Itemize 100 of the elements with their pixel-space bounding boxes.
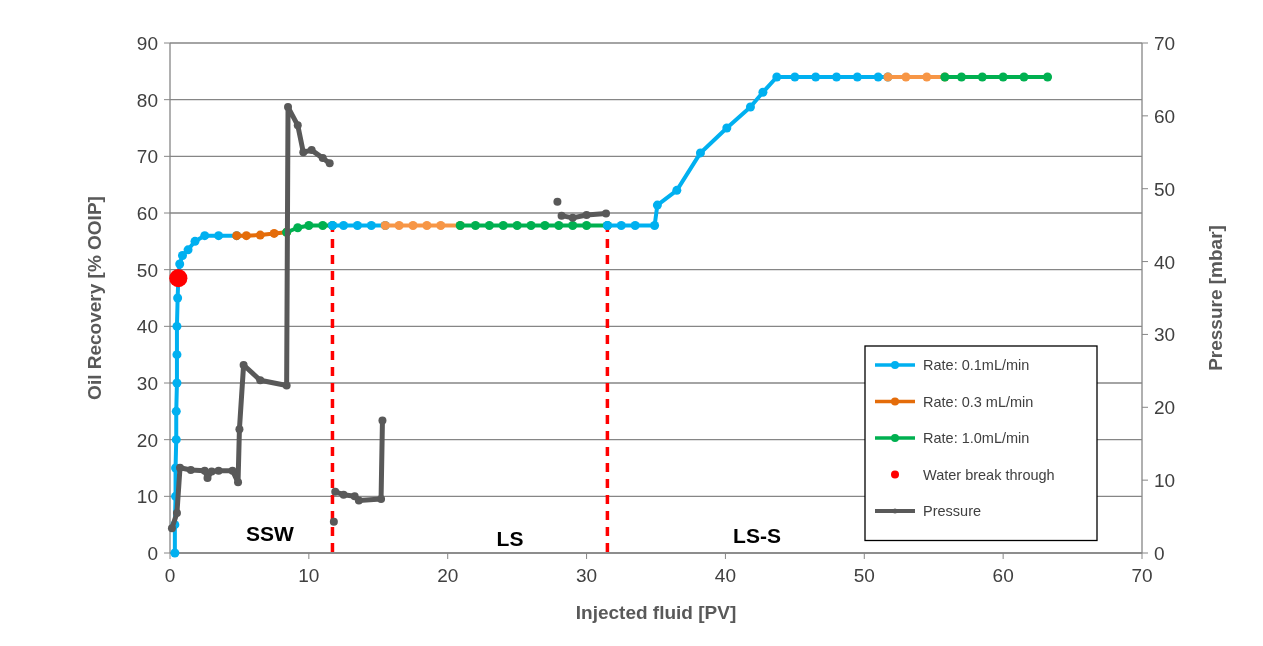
x-tick-label: 20 xyxy=(437,565,459,586)
point xyxy=(540,220,550,230)
y2-tick-label: 70 xyxy=(1154,33,1176,54)
point xyxy=(998,72,1008,82)
x-tick-label: 50 xyxy=(853,565,875,586)
point xyxy=(200,466,209,475)
point xyxy=(176,463,184,472)
point xyxy=(304,220,314,230)
x-axis-title: Injected fluid [PV] xyxy=(575,602,737,623)
point xyxy=(470,220,480,230)
point xyxy=(553,197,562,206)
y2-tick-label: 60 xyxy=(1154,105,1176,127)
point xyxy=(241,231,251,241)
point xyxy=(339,490,348,499)
point xyxy=(630,220,640,230)
point xyxy=(422,220,432,230)
point xyxy=(178,251,187,260)
y2-tick-label: 20 xyxy=(1154,397,1176,419)
annotation: SSW xyxy=(246,522,295,545)
point xyxy=(377,495,386,504)
point xyxy=(811,72,821,82)
y-tick-label: 40 xyxy=(136,316,158,338)
x-tick-label: 60 xyxy=(992,565,1014,586)
x-tick-label: 10 xyxy=(298,565,320,586)
point xyxy=(512,220,522,230)
point xyxy=(901,72,911,82)
point xyxy=(207,467,216,476)
point xyxy=(200,231,210,241)
legend-label: Rate: 1.0mL/min xyxy=(923,430,1030,446)
point xyxy=(436,220,446,230)
point xyxy=(167,524,176,533)
legend-label: Rate: 0.1mL/min xyxy=(923,357,1030,373)
legend-label: Rate: 0.3 mL/min xyxy=(923,393,1034,410)
point xyxy=(269,228,279,238)
y2-tick-label: 40 xyxy=(1154,251,1176,273)
point xyxy=(977,72,987,82)
point xyxy=(772,72,782,82)
point xyxy=(652,200,662,210)
y2-tick-label: 50 xyxy=(1154,178,1176,200)
point xyxy=(568,220,578,230)
y2-tick-label: 30 xyxy=(1154,324,1176,346)
point xyxy=(318,220,328,230)
y-tick-label: 20 xyxy=(136,429,158,451)
point xyxy=(171,435,181,445)
point xyxy=(366,220,376,230)
point xyxy=(325,159,334,168)
point xyxy=(256,376,265,385)
y2-axis-title: Pressure [mbar] xyxy=(1205,225,1226,371)
point xyxy=(173,293,183,303)
y-tick-label: 30 xyxy=(136,373,158,394)
point xyxy=(695,148,705,158)
y-tick-label: 70 xyxy=(136,146,158,168)
point xyxy=(284,103,293,112)
point xyxy=(172,378,182,388)
point xyxy=(557,211,566,220)
legend-label: Water break through xyxy=(923,466,1055,483)
legend-label: Pressure xyxy=(923,503,982,519)
point xyxy=(852,72,862,82)
point xyxy=(172,321,182,331)
point xyxy=(352,220,362,230)
point xyxy=(790,72,800,82)
point xyxy=(293,121,302,130)
y-tick-label: 90 xyxy=(136,33,158,54)
point xyxy=(582,220,592,230)
point xyxy=(568,213,577,222)
point xyxy=(172,508,181,517)
point xyxy=(235,425,244,434)
point xyxy=(307,146,316,155)
point xyxy=(329,517,338,526)
point xyxy=(190,236,200,246)
y-axis-title: Oil Recovery [% OOIP] xyxy=(84,196,105,400)
annotation: LS-S xyxy=(733,524,781,547)
point xyxy=(722,123,732,133)
point xyxy=(650,220,660,230)
y-tick-label: 10 xyxy=(136,486,158,508)
point xyxy=(408,220,418,230)
point xyxy=(299,148,308,157)
x-tick-label: 30 xyxy=(576,565,598,586)
point xyxy=(1043,72,1053,82)
point xyxy=(318,154,327,163)
x-tick-label: 40 xyxy=(714,565,736,586)
point xyxy=(175,259,185,269)
point xyxy=(183,245,193,255)
point xyxy=(172,350,182,360)
point xyxy=(616,220,626,230)
point xyxy=(832,72,842,82)
point xyxy=(255,230,265,240)
y2-tick-label: 0 xyxy=(1154,543,1165,564)
point xyxy=(484,220,494,230)
point xyxy=(672,185,682,195)
point xyxy=(293,223,303,233)
x-tick-label: 0 xyxy=(164,565,176,586)
y2-tick-label: 10 xyxy=(1154,470,1176,492)
point xyxy=(239,361,248,370)
point xyxy=(169,269,188,288)
y-tick-label: 50 xyxy=(136,259,158,281)
point xyxy=(873,72,883,82)
point xyxy=(745,102,755,112)
point xyxy=(526,220,536,230)
point xyxy=(1019,72,1029,82)
